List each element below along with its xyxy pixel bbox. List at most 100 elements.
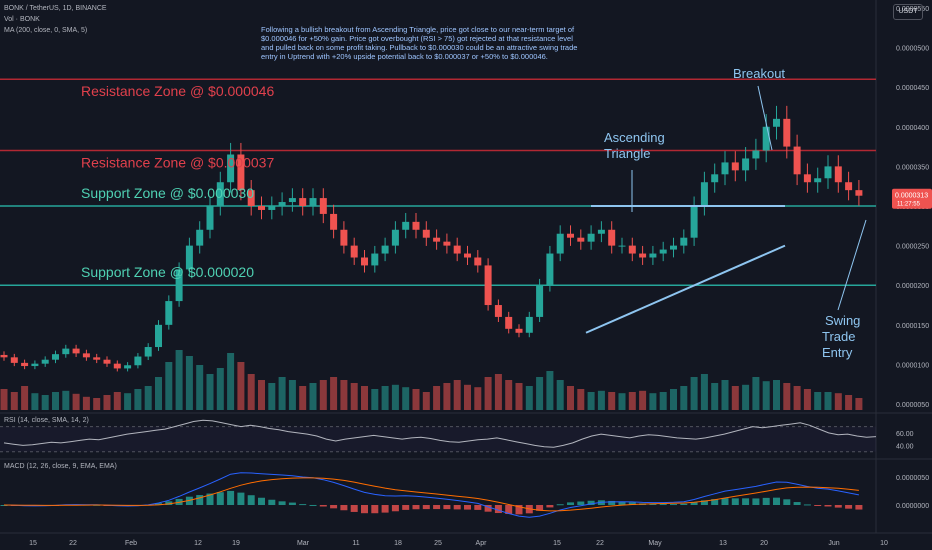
swing-label-line3: Entry bbox=[822, 345, 853, 360]
candle-body bbox=[124, 365, 132, 369]
candle-body bbox=[185, 245, 193, 270]
candle-body bbox=[494, 305, 502, 317]
price-countdown: 11:27:55 bbox=[897, 202, 921, 208]
volume-bar bbox=[587, 392, 595, 410]
candle-body bbox=[350, 245, 358, 258]
macd-histogram-bar bbox=[340, 505, 348, 511]
candle-body bbox=[536, 285, 544, 317]
candle-body bbox=[711, 174, 719, 183]
currency-button[interactable]: USDT bbox=[893, 4, 923, 20]
candle-body bbox=[227, 154, 235, 183]
macd-histogram-bar bbox=[433, 505, 441, 510]
macd-histogram-bar bbox=[783, 499, 791, 505]
volume-bar bbox=[731, 386, 739, 410]
candle-body bbox=[330, 213, 338, 230]
price-axis-label: 0.0000450 bbox=[896, 85, 929, 92]
candle-body bbox=[155, 324, 162, 348]
volume-bar bbox=[680, 386, 688, 410]
macd-histogram-bar bbox=[515, 505, 523, 515]
swing-label-line2: Trade bbox=[822, 329, 855, 344]
macd-histogram-bar bbox=[731, 498, 739, 505]
candle-body bbox=[0, 354, 8, 358]
time-axis-label: 25 bbox=[434, 540, 442, 547]
ma-legend[interactable]: MA (200, close, 0, SMA, 5) bbox=[4, 27, 88, 34]
macd-legend[interactable]: MACD (12, 26, close, 9, EMA, EMA) bbox=[4, 463, 117, 470]
candle-body bbox=[196, 229, 204, 246]
volume-bar bbox=[113, 392, 121, 410]
candle-body bbox=[618, 245, 626, 247]
macd-histogram-bar bbox=[319, 505, 327, 507]
candle-body bbox=[762, 126, 770, 151]
candle-body bbox=[258, 206, 265, 210]
candle-body bbox=[546, 253, 554, 286]
volume-bar bbox=[319, 380, 327, 410]
macd-histogram-bar bbox=[474, 505, 482, 510]
triangle-bottom-line bbox=[585, 244, 786, 334]
rsi-legend[interactable]: RSI (14, close, SMA, 14, 2) bbox=[4, 417, 89, 424]
candle-body bbox=[391, 229, 399, 246]
volume-bar bbox=[505, 380, 513, 410]
macd-histogram-bar bbox=[247, 495, 255, 505]
macd-axis-label: 0.0000050 bbox=[896, 475, 929, 482]
volume-bar bbox=[412, 389, 420, 410]
volume-bar bbox=[227, 353, 235, 410]
volume-bar bbox=[721, 380, 729, 410]
volume-bar bbox=[546, 371, 554, 410]
candle-body bbox=[793, 146, 801, 175]
volume-bar bbox=[690, 377, 698, 410]
time-axis-label: 19 bbox=[232, 540, 240, 547]
macd-histogram-bar bbox=[402, 505, 410, 510]
macd-histogram-bar bbox=[567, 502, 574, 505]
time-axis-label: 15 bbox=[553, 540, 561, 547]
volume-bar bbox=[144, 386, 152, 410]
volume-bar bbox=[381, 386, 389, 410]
candle-body bbox=[783, 118, 791, 147]
candle-body bbox=[52, 354, 59, 360]
candle-body bbox=[773, 118, 780, 127]
volume-bar bbox=[21, 386, 29, 410]
volume-bar bbox=[494, 374, 502, 410]
volume-bar bbox=[165, 362, 173, 410]
time-axis-label: Feb bbox=[125, 540, 137, 547]
analysis-note: Following a bullish breakout from Ascend… bbox=[261, 25, 578, 61]
time-axis-label: 18 bbox=[394, 540, 402, 547]
volume-bar bbox=[484, 377, 492, 410]
candle-body bbox=[412, 221, 420, 230]
volume-bar bbox=[433, 386, 441, 410]
volume-bar bbox=[62, 390, 70, 410]
price-axis-label: 0.0000100 bbox=[896, 362, 929, 369]
time-axis-label: 13 bbox=[719, 540, 727, 547]
candle-body bbox=[268, 206, 276, 210]
candle-body bbox=[474, 257, 482, 266]
price-axis-label: 0.0000500 bbox=[896, 46, 929, 53]
price-axis-label: 0.0000550 bbox=[896, 6, 929, 13]
candle-body bbox=[361, 257, 368, 266]
volume-bar bbox=[659, 392, 667, 410]
macd-histogram-bar bbox=[155, 503, 162, 505]
volume-bar bbox=[824, 392, 832, 410]
symbol-legend[interactable]: BONK / TetherUS, 1D, BINANCE bbox=[4, 5, 107, 12]
volume-bar bbox=[628, 392, 636, 410]
macd-histogram-bar bbox=[330, 505, 338, 509]
candle-body bbox=[31, 363, 39, 367]
volume-bar bbox=[10, 392, 18, 410]
time-axis-label: May bbox=[648, 540, 662, 547]
candle-body bbox=[525, 316, 533, 333]
volume-bar bbox=[237, 362, 245, 410]
candle-body bbox=[855, 190, 863, 196]
rsi-line bbox=[3, 419, 877, 448]
macd-histogram-bar bbox=[361, 505, 368, 514]
candle-body bbox=[113, 363, 121, 369]
candle-body bbox=[649, 253, 657, 258]
volume-legend[interactable]: Vol · BONK bbox=[4, 16, 40, 23]
volume-bar bbox=[216, 368, 224, 410]
volume-bar bbox=[762, 381, 770, 410]
price-axis-label: 0.0000250 bbox=[896, 244, 929, 251]
breakout-label: Breakout bbox=[733, 66, 785, 81]
candle-body bbox=[340, 229, 348, 246]
volume-bar bbox=[330, 377, 338, 410]
macd-histogram-bar bbox=[711, 499, 719, 505]
volume-bar bbox=[834, 393, 842, 410]
candle-body bbox=[62, 348, 70, 355]
